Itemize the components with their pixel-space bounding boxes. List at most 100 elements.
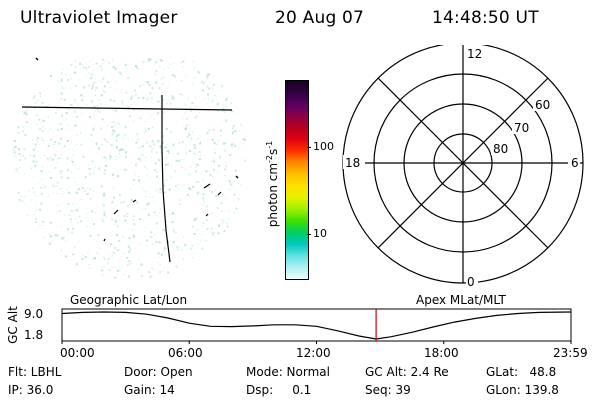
uv-dot (205, 206, 207, 208)
uv-dot (193, 219, 196, 221)
uv-dot (210, 231, 212, 233)
uv-dot (92, 84, 95, 87)
uv-dot (94, 110, 96, 112)
altitude-timeline (61, 308, 572, 344)
uv-dot (137, 158, 139, 160)
uv-dot (108, 154, 110, 156)
uv-dot (211, 138, 214, 141)
uv-dot (138, 157, 141, 160)
uv-dot (43, 184, 45, 186)
uv-dot (78, 79, 80, 81)
uv-dot (181, 184, 183, 186)
uv-dot (35, 146, 36, 148)
uv-dot (193, 144, 196, 147)
uv-dot (160, 78, 162, 80)
uv-dot (40, 202, 43, 205)
uv-dot (68, 191, 70, 194)
uv-dot (212, 175, 213, 177)
uv-dot (192, 61, 194, 63)
uv-dot (221, 110, 223, 112)
uv-dot (139, 109, 140, 111)
uv-dot (192, 83, 193, 85)
uv-dot (82, 66, 85, 69)
uv-dot (217, 164, 220, 167)
uv-dot (85, 176, 87, 179)
uv-dot (110, 126, 112, 128)
uv-dot (111, 109, 113, 111)
uv-dot (182, 236, 184, 238)
colorbar-axis-label: photon cm-2s-1 (265, 119, 280, 249)
uv-dot (82, 63, 84, 65)
uv-dot (175, 185, 177, 187)
uv-dot (17, 192, 20, 194)
uv-dot (89, 61, 91, 63)
uv-dot (159, 271, 161, 273)
uv-dot (129, 156, 131, 158)
uv-dot (80, 220, 83, 223)
uv-dot (36, 124, 38, 126)
uv-dot (135, 65, 137, 68)
coast-fragment (113, 209, 119, 215)
uv-dot (156, 231, 158, 233)
coast-fragment (205, 213, 209, 217)
uv-dot (68, 127, 70, 129)
uv-dot (105, 272, 107, 274)
uv-dot (128, 237, 131, 240)
uv-dot (73, 71, 76, 74)
uv-dot (207, 73, 210, 76)
uv-dot (66, 163, 68, 165)
uv-dot (23, 147, 26, 150)
uv-dot (40, 186, 43, 189)
uv-dot (103, 213, 106, 216)
uv-dot (88, 72, 90, 74)
uv-dot (130, 199, 133, 202)
uv-dot (243, 138, 246, 141)
uv-dot (114, 220, 117, 223)
seq-info: Seq: 39 (365, 383, 411, 397)
uv-dot (151, 267, 153, 269)
uv-dot (141, 187, 143, 189)
uv-dot (166, 179, 167, 181)
uv-dot (131, 95, 134, 98)
uv-dot (98, 148, 100, 150)
uv-dot (103, 63, 105, 65)
uv-dot (74, 210, 76, 212)
uv-dot (122, 148, 124, 151)
uv-dot (124, 133, 127, 136)
uv-dot (12, 149, 15, 152)
uv-dot (167, 240, 170, 243)
uv-dot (230, 102, 233, 105)
uv-dot (166, 151, 168, 152)
uv-dot (152, 196, 154, 198)
uv-dot (80, 62, 82, 64)
uv-dot (13, 155, 15, 157)
uv-dot (132, 235, 135, 238)
colorbar-unit-exp2: -1 (265, 140, 274, 149)
uv-dot (163, 249, 166, 252)
lat-label-bg (512, 120, 532, 134)
uv-dot (201, 233, 203, 235)
uv-dot (171, 74, 174, 77)
uv-dot (231, 184, 233, 186)
uv-dot (113, 99, 116, 102)
uv-dot (151, 148, 153, 150)
uv-dot (85, 103, 87, 105)
uv-dot (39, 208, 42, 211)
uv-dot (25, 113, 28, 116)
uv-dot (118, 153, 120, 154)
uv-dot (91, 160, 94, 163)
uv-dot (59, 171, 62, 174)
uv-dot (167, 143, 169, 145)
uv-dot (197, 229, 199, 231)
uv-dot (200, 141, 202, 143)
uv-dot (234, 130, 237, 133)
uv-dot (52, 192, 54, 194)
uv-dot (88, 167, 91, 170)
uv-dot (143, 189, 145, 191)
uv-dot (135, 93, 137, 96)
uv-dot (197, 194, 199, 196)
orbit-altitude-curve (61, 311, 571, 340)
uv-dot (121, 73, 123, 75)
uv-dot (61, 173, 63, 175)
uv-dot (48, 196, 50, 198)
